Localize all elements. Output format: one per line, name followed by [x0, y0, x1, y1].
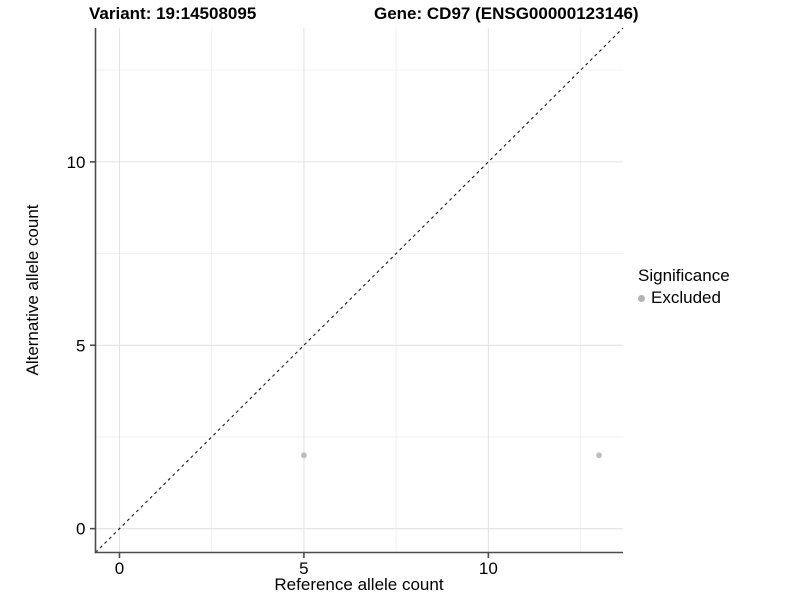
x-axis-title-text: Reference allele count — [274, 575, 444, 594]
x-tick-label: 0 — [115, 559, 124, 578]
legend: Significance Excluded — [638, 266, 730, 308]
excluded-point-icon — [638, 294, 645, 302]
variant-title: Variant: 19:14508095 — [89, 4, 257, 23]
y-tick-label: 10 — [67, 153, 86, 172]
legend-item-label: Excluded — [651, 288, 721, 307]
x-axis-title: Reference allele count — [0, 575, 800, 595]
gene-title: Gene: CD97 (ENSG00000123146) — [374, 4, 639, 23]
legend-title: Significance — [638, 266, 730, 285]
y-axis-title: Alternative allele count — [23, 204, 42, 376]
identity-line — [95, 27, 624, 553]
x-tick-label: 10 — [479, 559, 498, 578]
legend-item-excluded: Excluded — [638, 288, 730, 308]
data-point — [301, 452, 307, 459]
y-tick-label: 0 — [76, 520, 85, 539]
data-point — [596, 452, 602, 459]
y-tick-label: 5 — [76, 336, 85, 355]
x-tick-label: 5 — [299, 559, 308, 578]
